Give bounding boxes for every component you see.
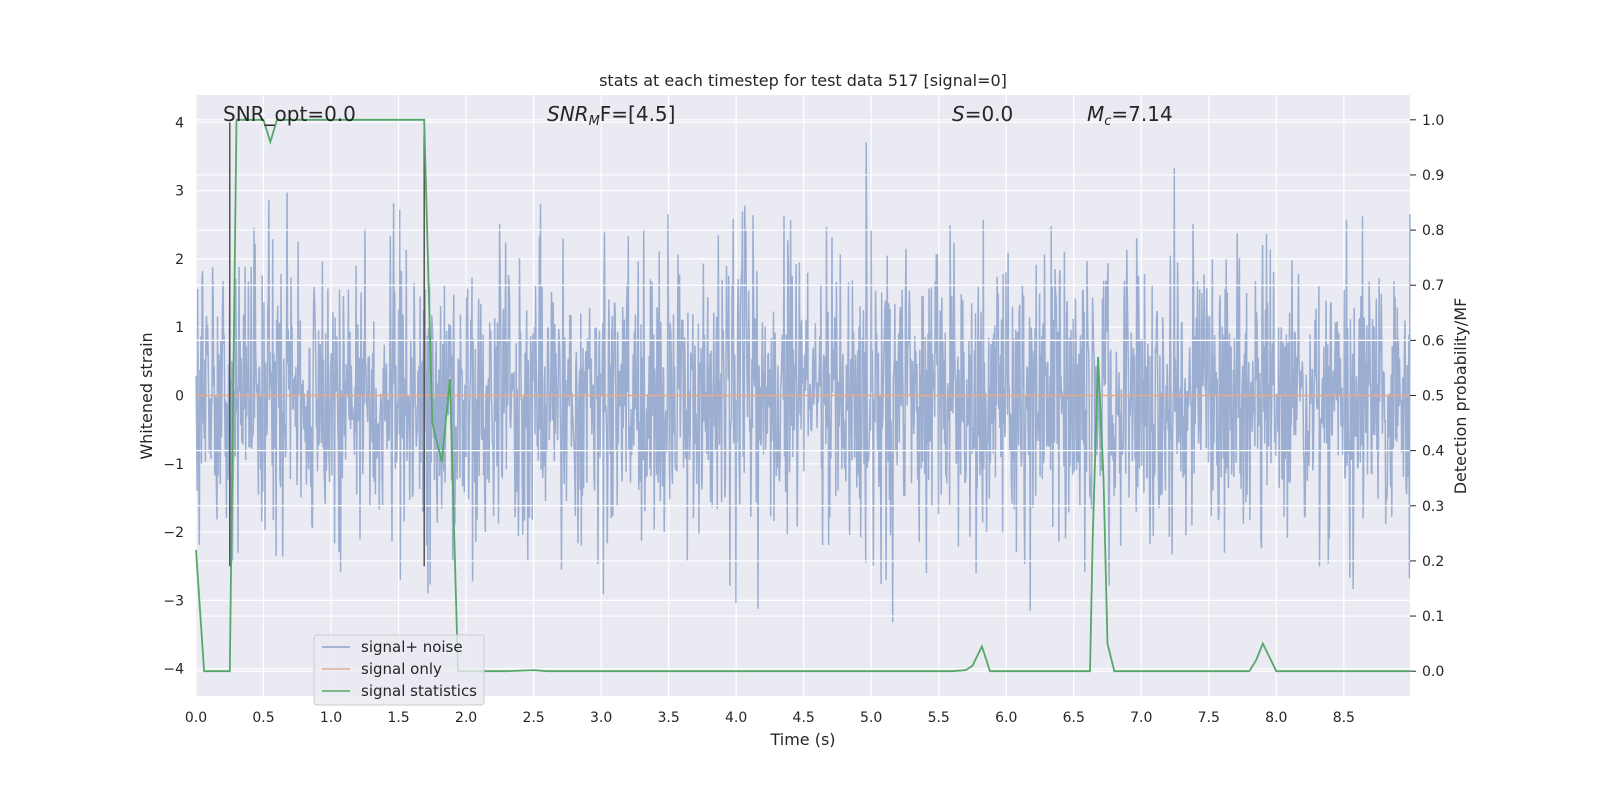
y-left-tick-label: 1	[175, 320, 184, 336]
y-right-tick-label: 0.3	[1422, 499, 1444, 515]
y-right-tick-label: 0.0	[1422, 664, 1444, 680]
y-right-tick-label: 0.6	[1422, 333, 1444, 349]
x-tick-label: 6.5	[1063, 710, 1085, 726]
s-rest: =0.0	[965, 102, 1014, 126]
annotation-snr-mf: SNRMF=[4.5]	[547, 102, 675, 129]
y-axis-right-ticks: 1.0 0.9 0.8 0.7 0.6 0.5 0.4 0.3 0.2 0.1 0.0	[1410, 113, 1444, 680]
x-axis-ticks: 0.0 0.5 1.0 1.5 2.0 2.5 3.0 3.5 4.0 4.5 5.0 5.5 6.0 6…	[185, 710, 1355, 726]
x-tick-label: 8.0	[1265, 710, 1287, 726]
legend-label-noise: signal+ noise	[361, 638, 463, 656]
x-tick-label: 8.5	[1333, 710, 1355, 726]
series-signal-noise	[195, 142, 1411, 623]
snr-mf-rest: F=[4.5]	[600, 102, 676, 126]
x-tick-label: 3.0	[590, 710, 612, 726]
y-left-tick-label: −2	[163, 525, 184, 541]
legend-label-signal: signal only	[361, 660, 442, 678]
mc-sub: c	[1104, 114, 1111, 129]
y-left-tick-label: −1	[163, 457, 184, 473]
y-right-tick-label: 0.2	[1422, 554, 1444, 570]
legend-box	[313, 634, 485, 706]
x-tick-label: 5.5	[928, 710, 950, 726]
x-tick-label: 6.0	[995, 710, 1017, 726]
y-axis-right-label: Detection probability/MF	[1451, 298, 1470, 495]
mc-rest: =7.14	[1111, 102, 1172, 126]
x-tick-label: 7.0	[1130, 710, 1152, 726]
snr-mf-main: SNR	[547, 102, 589, 126]
y-left-tick-label: 3	[175, 184, 184, 200]
y-left-tick-label: −3	[163, 593, 184, 609]
y-right-tick-label: 0.9	[1422, 168, 1444, 184]
x-tick-label: 4.5	[793, 710, 815, 726]
x-tick-label: 1.5	[387, 710, 409, 726]
annotation-s: S=0.0	[952, 102, 1013, 126]
vertical-markers	[229, 122, 425, 567]
y-right-tick-label: 0.7	[1422, 278, 1444, 294]
x-tick-label: 0.0	[185, 710, 207, 726]
annotation-snr-opt: SNR_opt=0.0	[223, 102, 356, 126]
annotation-mc: Mc=7.14	[1087, 102, 1173, 129]
noise-series	[195, 142, 1411, 623]
y-right-tick-label: 0.4	[1422, 444, 1444, 460]
y-axis-left-ticks: 4 3 2 1 0 −1 −2 −3 −4	[163, 115, 184, 677]
x-tick-label: 3.5	[658, 710, 680, 726]
x-tick-label: 1.0	[320, 710, 342, 726]
x-axis-label: Time (s)	[769, 730, 835, 749]
y-left-tick-label: −4	[163, 662, 184, 678]
series-signal-statistics	[195, 118, 1410, 673]
x-tick-label: 2.0	[455, 710, 477, 726]
y-right-tick-label: 1.0	[1422, 113, 1444, 129]
x-tick-label: 2.5	[522, 710, 544, 726]
y-left-tick-label: 2	[175, 252, 184, 268]
y-left-tick-label: 0	[175, 389, 184, 405]
y-right-tick-label: 0.5	[1422, 389, 1444, 405]
mc-main: M	[1087, 102, 1104, 126]
legend-label-stats: signal statistics	[361, 682, 477, 700]
x-tick-label: 5.0	[860, 710, 882, 726]
y-axis-left-label: Whitened strain	[137, 332, 156, 459]
y-right-tick-label: 0.8	[1422, 223, 1444, 239]
x-tick-label: 7.5	[1198, 710, 1220, 726]
chart-title: stats at each timestep for test data 517…	[599, 71, 1007, 90]
x-tick-label: 0.5	[252, 710, 274, 726]
legend: signal+ noise signal only signal statist…	[313, 634, 485, 706]
y-left-tick-label: 4	[175, 115, 184, 131]
x-tick-label: 4.0	[725, 710, 747, 726]
snr-mf-sub: M	[589, 114, 600, 129]
y-right-tick-label: 0.1	[1422, 609, 1444, 625]
s-main: S	[952, 102, 965, 126]
signal-statistics-series	[195, 118, 1410, 673]
